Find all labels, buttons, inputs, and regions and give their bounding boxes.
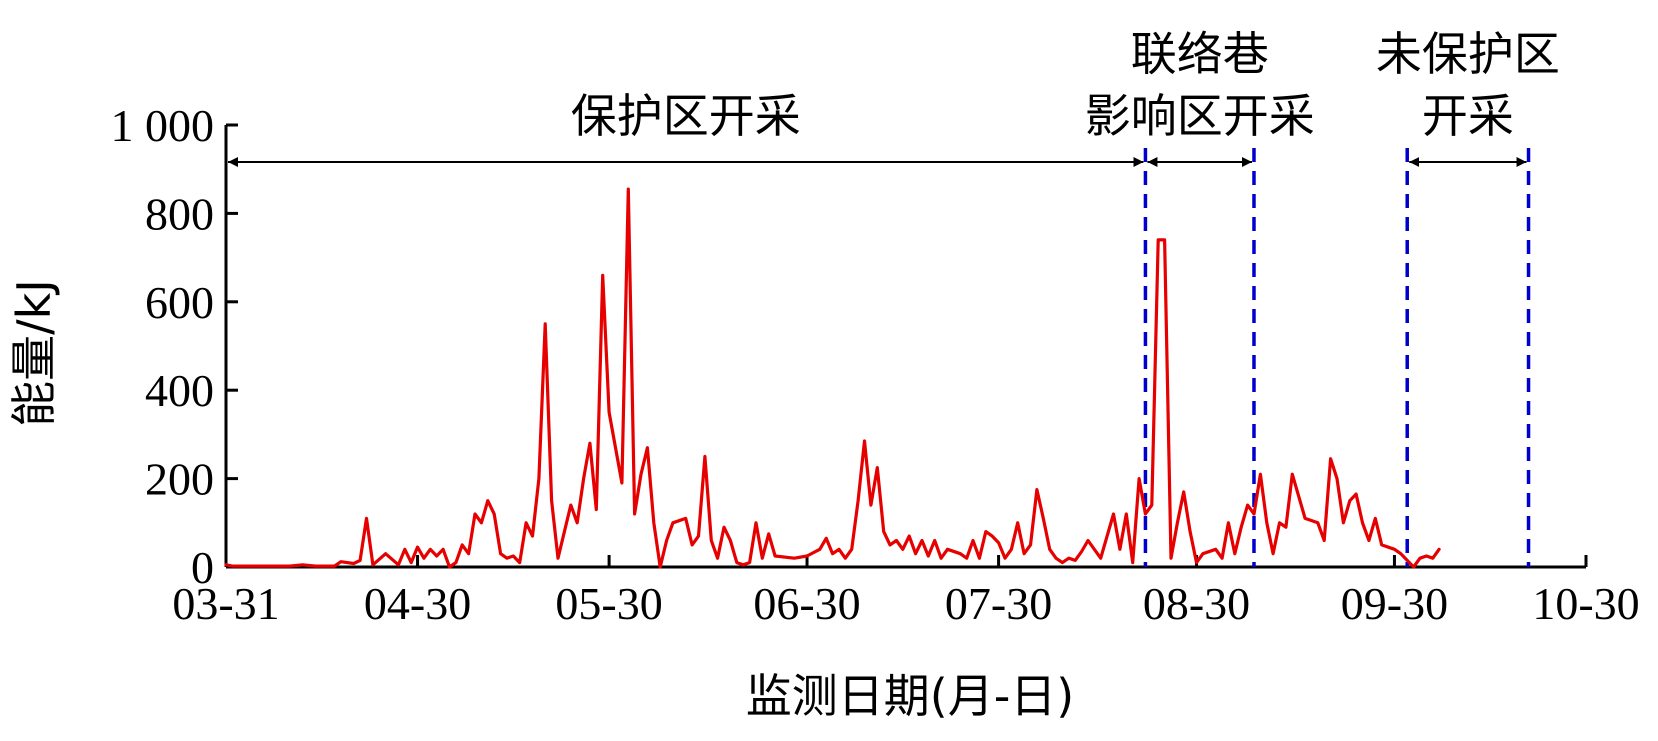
region-label: 保护区开采 xyxy=(571,89,801,143)
x-tick-label: 04-30 xyxy=(364,578,471,629)
y-axis-ticks: 0 200 400 600 800 1 000 xyxy=(111,100,238,593)
x-tick-label: 09-30 xyxy=(1341,578,1448,629)
axes xyxy=(224,125,1586,569)
x-tick-label: 06-30 xyxy=(753,578,860,629)
x-axis-ticks: 03-31 04-30 05-30 06-30 07-30 08-30 09-30 10-30 xyxy=(172,555,1640,629)
y-tick-label: 0 xyxy=(191,542,214,593)
x-tick-label: 05-30 xyxy=(555,578,662,629)
region-label: 开采 xyxy=(1422,89,1514,143)
region-label: 未保护区 xyxy=(1376,27,1560,81)
region-boundaries xyxy=(1143,148,1531,567)
y-tick-label: 200 xyxy=(145,454,214,505)
x-axis-title: 监测日期(月-日) xyxy=(746,669,1075,723)
y-tick-label: 600 xyxy=(145,277,214,328)
x-tick-label: 10-30 xyxy=(1532,578,1639,629)
y-tick-label: 800 xyxy=(145,188,214,239)
x-tick-label: 08-30 xyxy=(1143,578,1250,629)
y-axis-title: 能量/kJ xyxy=(7,279,61,427)
region-label: 影响区开采 xyxy=(1085,89,1315,143)
x-tick-label: 07-30 xyxy=(945,578,1052,629)
region-label: 联络巷 xyxy=(1131,27,1269,81)
y-tick-label: 1 000 xyxy=(111,100,215,151)
x-tick-label: 03-31 xyxy=(172,578,279,629)
y-tick-label: 400 xyxy=(145,365,214,416)
energy-series-line xyxy=(224,187,1441,569)
